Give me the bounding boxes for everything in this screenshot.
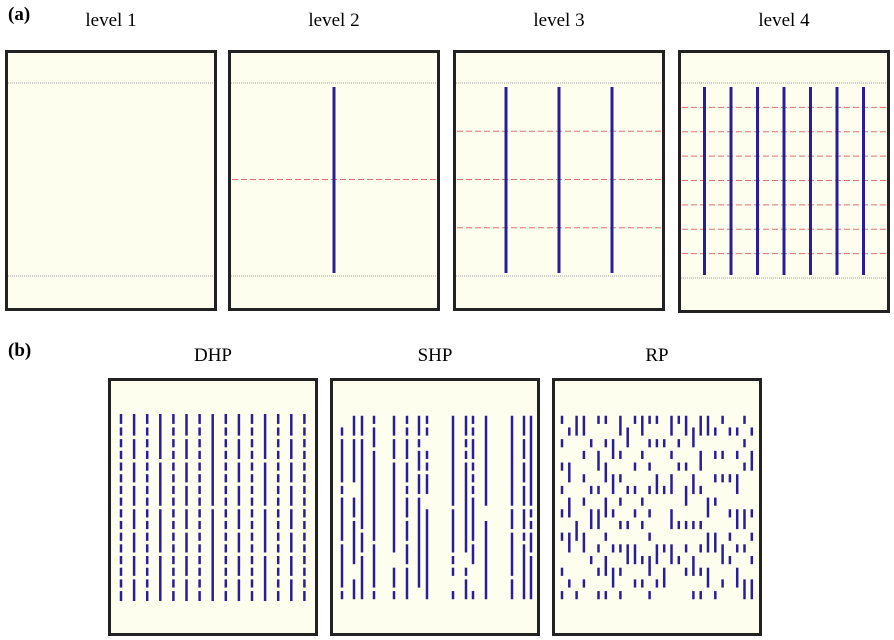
panel-title-rp: RP	[645, 345, 669, 366]
level-1-panel	[5, 50, 217, 311]
part-a-label: (a)	[8, 4, 31, 25]
panel-title-dhp: DHP	[193, 345, 232, 366]
rp-panel	[552, 378, 762, 636]
level-4-panel	[678, 50, 890, 313]
panel-title-shp: SHP	[417, 345, 453, 366]
panel-title-level-2: level 2	[308, 10, 360, 31]
panel-frame	[5, 50, 217, 311]
panel-frame	[330, 378, 540, 636]
panel-title-level-3: level 3	[533, 10, 585, 31]
panel-title-level-4: level 4	[758, 10, 810, 31]
part-b-label: (b)	[8, 340, 32, 361]
dhp-panel	[108, 378, 318, 636]
shp-panel	[330, 378, 540, 636]
level-2-panel	[228, 50, 440, 311]
level-3-panel	[453, 50, 665, 311]
panel-title-level-1: level 1	[85, 10, 137, 31]
